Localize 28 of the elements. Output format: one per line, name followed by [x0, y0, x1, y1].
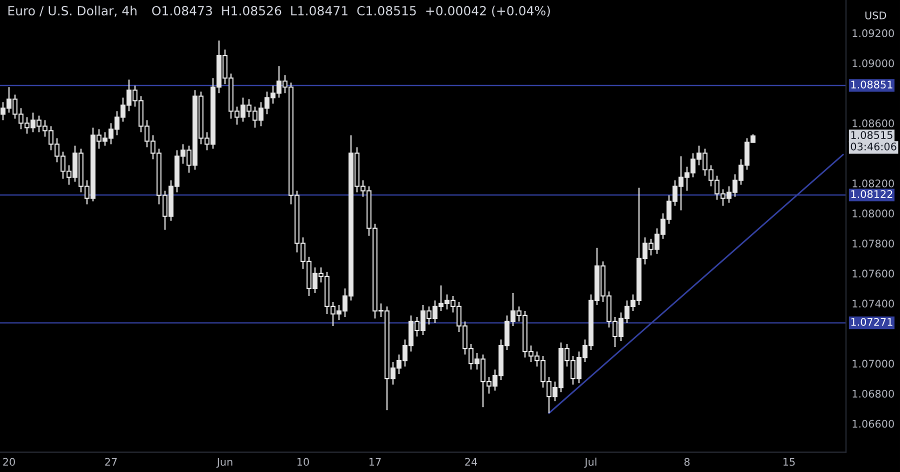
- y-tick-label: 1.06600: [852, 420, 894, 428]
- ref-line-label: 1.07271: [851, 318, 892, 326]
- text: 03:46:06: [850, 142, 896, 150]
- y-tick-label: 1.07800: [852, 240, 894, 248]
- x-tick-label: 15: [784, 458, 795, 466]
- y-tick-label: 1.08200: [852, 180, 894, 188]
- ref-line-label: 1.08851: [851, 80, 892, 88]
- x-tick-label: 24: [465, 458, 478, 466]
- chart-title: Euro / U.S. Dollar, 4h: [8, 6, 136, 17]
- x-tick-label: 17: [370, 458, 381, 466]
- y-tick-label: 1.08600: [852, 119, 894, 128]
- y-axis-title: USD: [865, 11, 886, 20]
- chart-subtitle: O1.08473 H1.08526 L1.08471 C1.08515 +0.00042 (+0.04%): [152, 6, 550, 17]
- text: 1.08515: [851, 131, 892, 139]
- x-tick-label: Jul: [584, 458, 596, 468]
- y-tick-label: 1.08000: [852, 210, 894, 218]
- x-tick-label: 20: [3, 458, 15, 466]
- y-tick-label: 1.07400: [852, 300, 894, 308]
- x-tick-label: 10: [298, 458, 309, 466]
- x-tick-label: Jun: [216, 458, 232, 468]
- y-tick-label: 1.07600: [852, 270, 894, 278]
- y-tick-label: 1.06800: [852, 390, 894, 398]
- y-tick-label: 1.09200: [852, 29, 894, 38]
- ref-line-label: 1.08122: [851, 190, 892, 198]
- x-tick-label: 27: [105, 458, 117, 466]
- x-tick-label: 8: [684, 458, 690, 466]
- y-tick-label: 1.07000: [852, 360, 894, 368]
- y-tick-label: 1.09000: [852, 59, 894, 68]
